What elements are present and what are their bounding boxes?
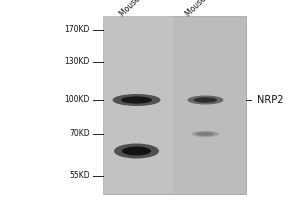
Text: 170KD: 170KD [64,25,90,34]
Ellipse shape [197,132,214,136]
Text: Mouse heart: Mouse heart [118,0,158,18]
Text: 100KD: 100KD [64,96,90,104]
Bar [172,16,246,194]
Bar [103,16,246,194]
Bar [103,16,172,194]
Ellipse shape [122,146,151,156]
Text: NRP2: NRP2 [256,95,283,105]
Text: 130KD: 130KD [64,58,90,66]
Ellipse shape [188,96,224,104]
Ellipse shape [114,144,159,158]
Text: 70KD: 70KD [69,130,90,139]
Text: Mouse brain: Mouse brain [184,0,224,18]
Ellipse shape [192,131,219,137]
Ellipse shape [194,97,217,103]
Ellipse shape [121,96,152,104]
Text: 55KD: 55KD [69,171,90,180]
Ellipse shape [112,94,160,106]
